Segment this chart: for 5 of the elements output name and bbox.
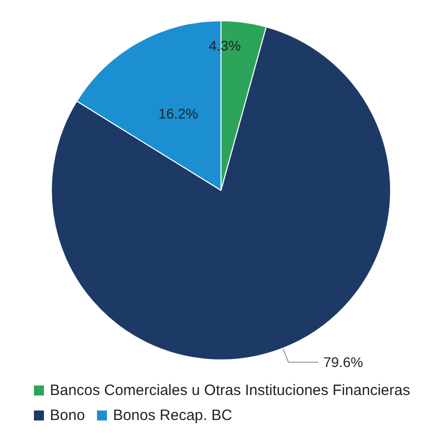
legend-label: Bonos Recap. BC: [112, 407, 232, 424]
legend-label: Bono: [50, 407, 85, 424]
data-label: 79.6%: [323, 354, 364, 370]
legend-label: Bancos Comerciales u Otras Instituciones Financieras: [50, 382, 410, 399]
data-label: 16.2%: [158, 106, 198, 122]
